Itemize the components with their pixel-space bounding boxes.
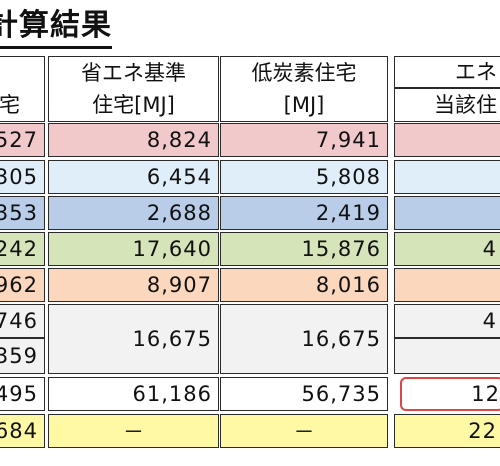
row1-standard: 8,824 bbox=[48, 123, 219, 157]
row5-col0: 962 bbox=[0, 268, 45, 302]
row8-standard-total: 61,186 bbox=[48, 377, 219, 411]
row1-low-carbon: 7,941 bbox=[220, 123, 388, 157]
row6-col0: 746 bbox=[0, 304, 45, 338]
highlighted-total-frame bbox=[400, 377, 500, 411]
row2-col0: 305 bbox=[0, 160, 45, 194]
row9-standard: － bbox=[48, 414, 219, 448]
row3-low-carbon: 2,419 bbox=[220, 196, 388, 230]
row8-col3: 12 bbox=[471, 382, 500, 406]
row4-standard: 17,640 bbox=[48, 232, 219, 266]
header-energy-partial: エネ bbox=[394, 56, 500, 88]
header-col0: 宅 bbox=[0, 56, 45, 122]
row6-col3: 4 bbox=[394, 304, 500, 338]
row2-col3 bbox=[394, 160, 500, 194]
row4-col0: 242 bbox=[0, 232, 45, 266]
row5-col3 bbox=[394, 268, 500, 302]
row9-col3: 22 bbox=[394, 414, 500, 448]
row9-col0: 684 bbox=[0, 414, 45, 448]
row8-col0: 495 bbox=[0, 377, 45, 411]
row2-standard: 6,454 bbox=[48, 160, 219, 194]
row3-col3 bbox=[394, 196, 500, 230]
row7-col0: 359 bbox=[0, 338, 45, 374]
row4-col3: 4 bbox=[394, 232, 500, 266]
row3-standard: 2,688 bbox=[48, 196, 219, 230]
row9-low-carbon: － bbox=[220, 414, 388, 448]
row1-col0: 527 bbox=[0, 123, 45, 157]
row5-standard: 8,907 bbox=[48, 268, 219, 302]
row6-standard-merged: 16,675 bbox=[48, 304, 219, 374]
row3-col0: 353 bbox=[0, 196, 45, 230]
header-subject-partial: 当該住 bbox=[394, 88, 500, 122]
row5-low-carbon: 8,016 bbox=[220, 268, 388, 302]
row6-low-carbon-merged: 16,675 bbox=[220, 304, 388, 374]
row2-low-carbon: 5,808 bbox=[220, 160, 388, 194]
row7-col3 bbox=[394, 338, 500, 374]
row4-low-carbon: 15,876 bbox=[220, 232, 388, 266]
row1-col3 bbox=[394, 123, 500, 157]
header-energy-standard: 省エネ基準 住宅[MJ] bbox=[48, 56, 219, 122]
row8-low-carbon-total: 56,735 bbox=[220, 377, 388, 411]
header-low-carbon: 低炭素住宅 [MJ] bbox=[220, 56, 388, 122]
section-title: 計算結果 bbox=[0, 6, 114, 52]
